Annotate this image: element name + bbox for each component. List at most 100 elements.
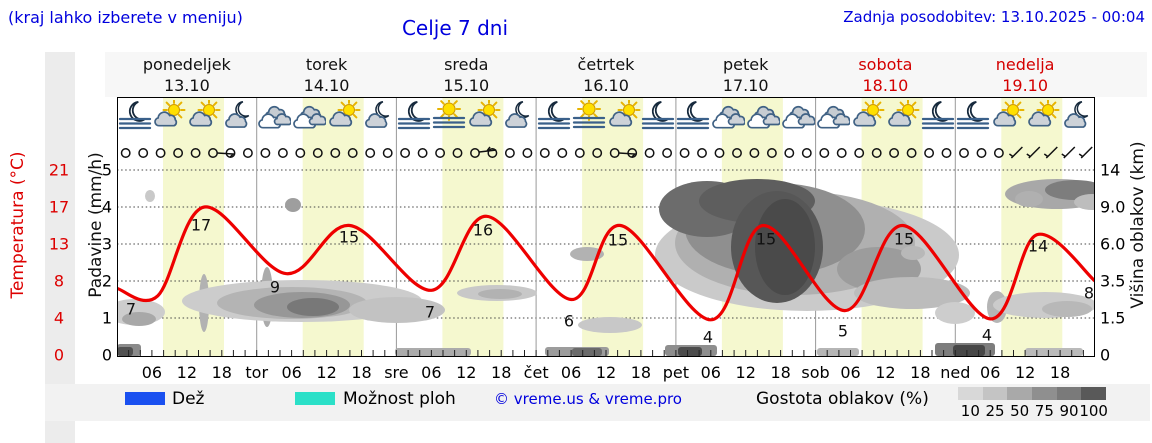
sun-cloud-icon <box>152 98 186 134</box>
density-tick-label: 25 <box>985 402 1005 420</box>
wind-calm-icon <box>435 148 446 158</box>
moon-cloud-icon <box>222 100 256 134</box>
x-tick-label: 18 <box>491 363 512 382</box>
cloud-blob <box>349 297 445 323</box>
temperature-value-label: 5 <box>837 321 849 341</box>
x-tick-label: čet <box>523 363 549 382</box>
temperature-curve <box>115 205 1097 322</box>
temperature-value-label: 7 <box>125 299 137 319</box>
fog-bar <box>678 347 702 356</box>
wind-calm-icon <box>138 148 149 158</box>
density-segment <box>958 387 983 400</box>
cloud-blob <box>578 317 642 333</box>
wind-barb-icon <box>479 146 497 153</box>
wind-calm-icon <box>819 148 830 158</box>
x-tick-label: 06 <box>141 363 163 382</box>
wind-calm-icon <box>959 148 969 158</box>
wind-calm-icon <box>574 148 585 158</box>
sun-cloud-icon <box>467 98 501 134</box>
wind-shaft-icon <box>217 152 235 158</box>
clouds-icon <box>746 100 782 134</box>
x-tick-label: 06 <box>700 363 721 382</box>
wind-calm-icon <box>993 148 1004 158</box>
temperature-value-label: 4 <box>981 325 993 345</box>
day-date: 17.10 <box>722 76 769 95</box>
moon-fog-icon <box>397 100 431 134</box>
day-header: sobota 18.10 <box>816 54 956 96</box>
wind-calm-icon <box>941 148 952 158</box>
x-tick-label: 18 <box>910 363 931 382</box>
density-tick-label: 75 <box>1034 402 1054 420</box>
temperature-value-label: 15 <box>893 229 915 249</box>
moon-fog-icon <box>921 100 955 134</box>
clouds-icon <box>257 100 293 134</box>
x-tick-label: 12 <box>316 363 337 382</box>
temperature-value-label: 15 <box>607 230 629 250</box>
cloud-height-tick: 1.5 <box>1100 308 1126 328</box>
wind-calm-icon <box>766 148 777 158</box>
wind-calm-icon <box>662 148 673 158</box>
x-tick-label: 06 <box>560 363 582 382</box>
wind-calm-icon <box>679 148 690 158</box>
wind-calm-icon <box>190 148 201 158</box>
x-tick-label: 12 <box>176 363 198 382</box>
moon-cloud-icon <box>362 100 396 134</box>
wind-calm-icon <box>347 148 358 158</box>
wind-calm-icon <box>330 148 341 158</box>
day-date: 14.10 <box>303 76 350 95</box>
day-name: sobota <box>858 55 913 74</box>
wind-calm-icon <box>539 148 550 158</box>
wind-barb-icon <box>1043 146 1058 159</box>
temperature-tick: 0 <box>53 345 65 365</box>
moon-fog-icon <box>641 100 675 134</box>
x-tick-label: ned <box>940 363 971 382</box>
precip-tick: 1 <box>101 308 112 328</box>
page-title: Celje 7 dni <box>401 16 509 40</box>
density-tick-label: 10 <box>960 402 980 420</box>
sun-cloud-icon <box>851 98 885 134</box>
sun-cloud-icon <box>607 98 641 134</box>
moon-fog-icon <box>537 100 571 134</box>
day-header-band <box>105 52 1147 97</box>
day-date: 18.10 <box>862 76 909 95</box>
fog-bar <box>395 348 471 356</box>
temperature-value-label: 7 <box>424 302 436 322</box>
copyright-link[interactable]: © vreme.us & vreme.pro <box>494 390 682 408</box>
cloud-height-tick: 9.0 <box>1100 197 1126 217</box>
temperature-tick: 17 <box>48 197 70 217</box>
wind-calm-icon <box>924 148 935 158</box>
day-date: 19.10 <box>1002 76 1049 95</box>
wind-calm-icon <box>295 148 306 158</box>
day-name: sreda <box>444 55 489 74</box>
wind-calm-icon <box>277 148 288 158</box>
x-tick-label: sre <box>384 363 409 382</box>
wind-barb-icon <box>1078 146 1093 159</box>
plot-border <box>117 97 1095 357</box>
day-name: četrtek <box>577 55 635 74</box>
temperature-axis-label: Temperatura (°C) <box>8 151 28 299</box>
wind-calm-icon <box>627 148 638 158</box>
density-tick-label: 50 <box>1010 402 1030 420</box>
density-tick-label: 100 <box>1079 402 1108 420</box>
wind-symbols-row <box>120 146 1093 159</box>
temperature-value-label: 14 <box>1027 236 1049 256</box>
clouds-icon <box>781 100 817 134</box>
x-tick-label: pet <box>662 363 689 382</box>
day-header: ponedeljek 13.10 <box>117 54 257 96</box>
temperature-value-label: 9 <box>269 277 281 297</box>
cloud-blob <box>1042 301 1092 317</box>
wind-calm-icon <box>854 148 865 158</box>
density-segment <box>1032 387 1057 400</box>
x-tick-label: 12 <box>875 363 896 382</box>
precip-tick: 4 <box>101 197 112 217</box>
x-tick-label: 06 <box>281 363 302 382</box>
menu-hint-text: (kraj lahko izberete v meniju) <box>8 8 243 27</box>
day-name: petek <box>723 55 769 74</box>
wind-calm-icon <box>504 148 515 158</box>
left-axis-strip <box>45 52 75 443</box>
cloud-height-axis-label: Višina oblakov (km) <box>1128 141 1148 309</box>
temperature-value-label: 8 <box>1083 283 1095 303</box>
day-header: petek 17.10 <box>676 54 816 96</box>
wind-calm-icon <box>697 148 707 158</box>
wind-calm-icon <box>487 148 498 158</box>
